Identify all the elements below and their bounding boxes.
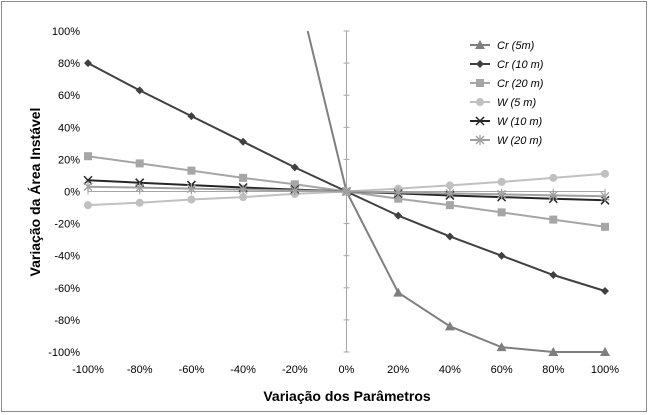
y-tick-label: -20% <box>54 219 80 231</box>
data-point <box>186 183 196 194</box>
x-tick-label: -20% <box>282 364 308 376</box>
x-tick-label: -100% <box>72 364 104 376</box>
data-point <box>445 188 455 199</box>
series-5 <box>83 181 610 202</box>
data-point <box>445 201 454 210</box>
y-tick-label: -80% <box>54 315 80 327</box>
legend-entry: W (5 m) <box>470 97 536 109</box>
legend-label: Cr (5m) <box>497 40 535 52</box>
data-point <box>548 347 559 356</box>
data-point <box>187 112 196 121</box>
plot-area <box>83 30 610 356</box>
data-point <box>445 232 454 241</box>
data-point <box>497 251 506 260</box>
legend-label: Cr (10 m) <box>497 59 544 71</box>
legend-label: W (20 m) <box>497 135 543 147</box>
data-point <box>187 195 196 204</box>
data-point <box>135 86 144 95</box>
data-point <box>84 59 92 68</box>
data-point <box>549 215 558 224</box>
legend-label: W (5 m) <box>497 97 536 109</box>
y-tick-label: -40% <box>54 251 80 263</box>
data-point <box>600 347 610 356</box>
y-tick-label: 80% <box>58 58 80 70</box>
legend: Cr (5m) Cr (10 m) Cr (20 m) W (5 m) W (10 m)… <box>470 40 544 147</box>
data-point <box>600 191 610 202</box>
legend-entry: Cr (20 m) <box>470 78 544 90</box>
data-point <box>83 181 93 192</box>
data-point <box>393 187 403 198</box>
data-point <box>475 116 485 126</box>
y-tick-label: 100% <box>52 26 80 38</box>
data-point <box>239 137 248 146</box>
data-point <box>393 287 404 297</box>
data-point <box>444 321 455 331</box>
data-point <box>476 98 484 106</box>
y-tick-label: 40% <box>58 122 80 134</box>
data-point <box>290 180 299 189</box>
data-point <box>497 177 506 186</box>
data-point <box>476 60 484 68</box>
x-tick-label: 0% <box>339 364 355 376</box>
data-point <box>497 208 506 217</box>
data-point <box>497 189 507 200</box>
x-tick-label: 100% <box>591 364 619 376</box>
data-point <box>476 79 484 87</box>
y-axis: -100% -80% -60% -40% -20% 0% 20% 40% 60% 80% 100% <box>48 26 350 359</box>
data-point <box>83 175 93 185</box>
y-tick-label: 60% <box>58 90 80 102</box>
x-tick-label: 80% <box>542 364 564 376</box>
data-point <box>496 342 507 352</box>
y-tick-label: 0% <box>64 187 80 199</box>
y-tick-label: -100% <box>48 347 80 359</box>
x-tick-label: -40% <box>230 364 256 376</box>
data-point <box>342 186 351 197</box>
data-point <box>445 181 454 190</box>
data-point <box>238 184 248 195</box>
data-point <box>601 287 609 296</box>
data-point <box>290 163 299 172</box>
x-tick-label: -60% <box>179 364 205 376</box>
legend-label: W (10 m) <box>497 116 543 128</box>
legend-label: Cr (20 m) <box>497 78 544 90</box>
data-point <box>187 166 196 175</box>
data-point <box>394 194 403 203</box>
data-point <box>549 173 558 182</box>
data-point <box>135 159 144 168</box>
data-point <box>475 135 485 145</box>
data-point <box>601 222 609 231</box>
x-axis: -100% -80% -60% -40% -20% 0% 20% 40% 60% 80% 100% <box>72 188 619 376</box>
data-point <box>239 193 248 202</box>
data-point <box>549 270 558 279</box>
legend-entry: Cr (10 m) <box>470 59 544 71</box>
legend-entry: W (20 m) <box>470 135 543 147</box>
x-tick-label: -80% <box>127 364 153 376</box>
legend-entry: Cr (5m) <box>470 40 535 52</box>
x-tick-label: 60% <box>491 364 513 376</box>
data-point <box>548 190 558 201</box>
data-point <box>84 152 92 161</box>
x-tick-label: 20% <box>387 364 409 376</box>
data-point <box>239 173 248 182</box>
data-point <box>601 169 609 178</box>
data-point <box>135 198 144 207</box>
x-tick-label: 40% <box>439 364 461 376</box>
legend-entry: W (10 m) <box>470 116 543 128</box>
data-point <box>394 211 403 220</box>
y-axis-title: Variação da Área Instável <box>27 108 43 277</box>
data-point <box>135 182 145 193</box>
x-axis-title: Variação dos Parâmetros <box>263 388 431 404</box>
y-tick-label: -60% <box>54 283 80 295</box>
data-point <box>84 201 92 210</box>
data-point <box>475 40 485 49</box>
data-point <box>290 185 300 196</box>
y-tick-label: 20% <box>58 154 80 166</box>
